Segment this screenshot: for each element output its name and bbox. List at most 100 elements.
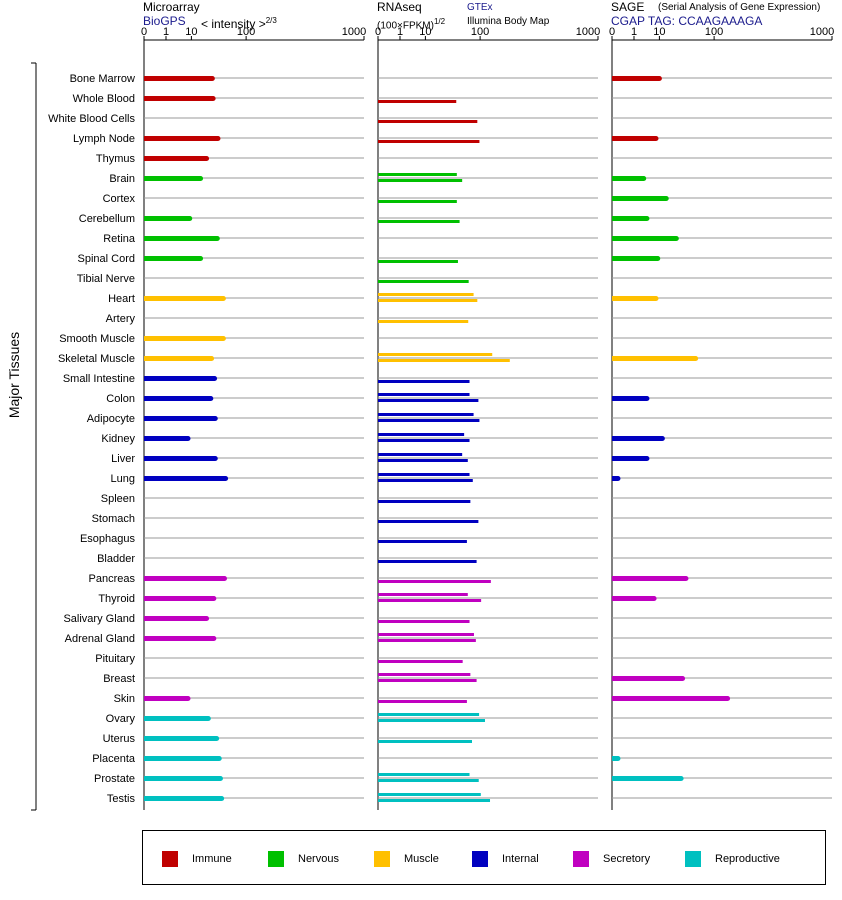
legend-swatch [573, 850, 589, 867]
tissue-label: Spleen [101, 493, 135, 505]
rnaseq-bar [378, 520, 479, 523]
sage-bar [612, 256, 658, 261]
microarray-bar [144, 136, 218, 141]
legend-swatch [162, 850, 178, 867]
microarray-bar [144, 776, 221, 781]
tissue-label: Small Intestine [63, 373, 135, 385]
rnaseq-bar [378, 473, 470, 476]
sage-tick-label: 1000 [810, 26, 834, 38]
sage-bar [612, 176, 644, 181]
sage-bar-end [683, 576, 689, 581]
rnaseq-bar [378, 280, 469, 283]
rnaseq-bar [378, 120, 478, 123]
microarray-units-exponent: 2/3 [265, 16, 277, 25]
sage-bar-end [659, 436, 665, 441]
legend-swatch [685, 850, 701, 867]
microarray-tick-label: 1000 [342, 26, 366, 38]
microarray-bar [144, 616, 207, 621]
sage-bar [612, 436, 663, 441]
rnaseq-bar [378, 260, 458, 263]
rnaseq-tick-label: 100 [471, 26, 489, 38]
rnaseq-tick-label: 1000 [576, 26, 600, 38]
sage-bar [612, 676, 683, 681]
rnaseq-units-label: (100×FPKM) [377, 20, 434, 32]
microarray-bar [144, 236, 218, 241]
legend-swatch [472, 850, 488, 867]
microarray-bar [144, 596, 214, 601]
tissue-label: Lung [111, 473, 135, 485]
sage-subtitle: (Serial Analysis of Gene Expression) [658, 2, 821, 13]
microarray-units-label: < intensity > [201, 17, 266, 31]
microarray-tick-label: 10 [185, 26, 197, 38]
microarray-bar-end [209, 356, 215, 361]
tissue-label: Retina [103, 233, 136, 245]
microarray-bar-end [220, 296, 226, 301]
microarray-bar [144, 296, 224, 301]
rnaseq-bar [378, 673, 471, 676]
microarray-bar [144, 376, 215, 381]
microarray-bar-end [219, 796, 225, 801]
sage-bar-end [615, 756, 621, 761]
sage-bar [612, 756, 618, 761]
rnaseq-bar [378, 560, 477, 563]
sage-bar-end [655, 256, 661, 261]
microarray-bar [144, 576, 225, 581]
sage-bar-end [663, 196, 669, 201]
rnaseq-bar [378, 413, 474, 416]
rnaseq-tick-label: 1 [397, 26, 403, 38]
tissue-label: Ovary [106, 713, 136, 725]
rnaseq-bar [378, 320, 469, 323]
rnaseq-bar [378, 799, 491, 802]
sage-bar-end [693, 356, 699, 361]
rnaseq-bar [378, 173, 457, 176]
microarray-bar-end [220, 336, 226, 341]
sage-bar [612, 576, 686, 581]
tissue-label: Adrenal Gland [65, 633, 135, 645]
sage-bar-end [644, 456, 650, 461]
tissue-label: Spinal Cord [78, 253, 135, 265]
microarray-bar-end [217, 776, 223, 781]
tissue-label: Lymph Node [73, 133, 135, 145]
rnaseq-bar [378, 399, 479, 402]
microarray-bar-end [212, 416, 218, 421]
rnaseq-bar [378, 580, 491, 583]
microarray-units: < intensity >2/3 [201, 14, 277, 31]
tissue-label: Thyroid [98, 593, 135, 605]
rnaseq-bar [378, 779, 479, 782]
rnaseq-bar [378, 593, 468, 596]
tissue-label: Whole Blood [73, 93, 135, 105]
rnaseq-bar [378, 439, 470, 442]
legend-label: Nervous [298, 852, 339, 865]
microarray-bar-end [208, 396, 214, 401]
microarray-bar [144, 76, 213, 81]
microarray-bar [144, 176, 201, 181]
rnaseq-bar [378, 359, 510, 362]
rnaseq-bar [378, 393, 470, 396]
rnaseq-bar [378, 633, 474, 636]
legend-label: Immune [192, 852, 232, 865]
microarray-bar [144, 356, 212, 361]
tissue-label: Smooth Muscle [59, 333, 135, 345]
rnaseq-bar [378, 700, 467, 703]
microarray-bar [144, 736, 217, 741]
rnaseq-bar [378, 479, 473, 482]
rnaseq-bar [378, 793, 481, 796]
rnaseq-bar [378, 459, 468, 462]
rnaseq-bar [378, 380, 470, 383]
legend-label: Muscle [404, 852, 439, 865]
tissue-label: Testis [107, 793, 136, 805]
sage-bar [612, 776, 682, 781]
microarray-bar [144, 456, 216, 461]
legend-item-immune: Immune [162, 850, 232, 867]
microarray-bar-end [187, 216, 193, 221]
legend-item-internal: Internal [472, 850, 539, 867]
microarray-tick-label: 1 [163, 26, 169, 38]
tissue-label: Prostate [94, 773, 135, 785]
rnaseq-bar [378, 419, 480, 422]
sage-tick-label: 100 [705, 26, 723, 38]
rnaseq-title: RNAseq [377, 0, 422, 14]
tissue-label: Skeletal Muscle [58, 353, 135, 365]
rnaseq-bar [378, 679, 477, 682]
sage-bar [612, 456, 647, 461]
